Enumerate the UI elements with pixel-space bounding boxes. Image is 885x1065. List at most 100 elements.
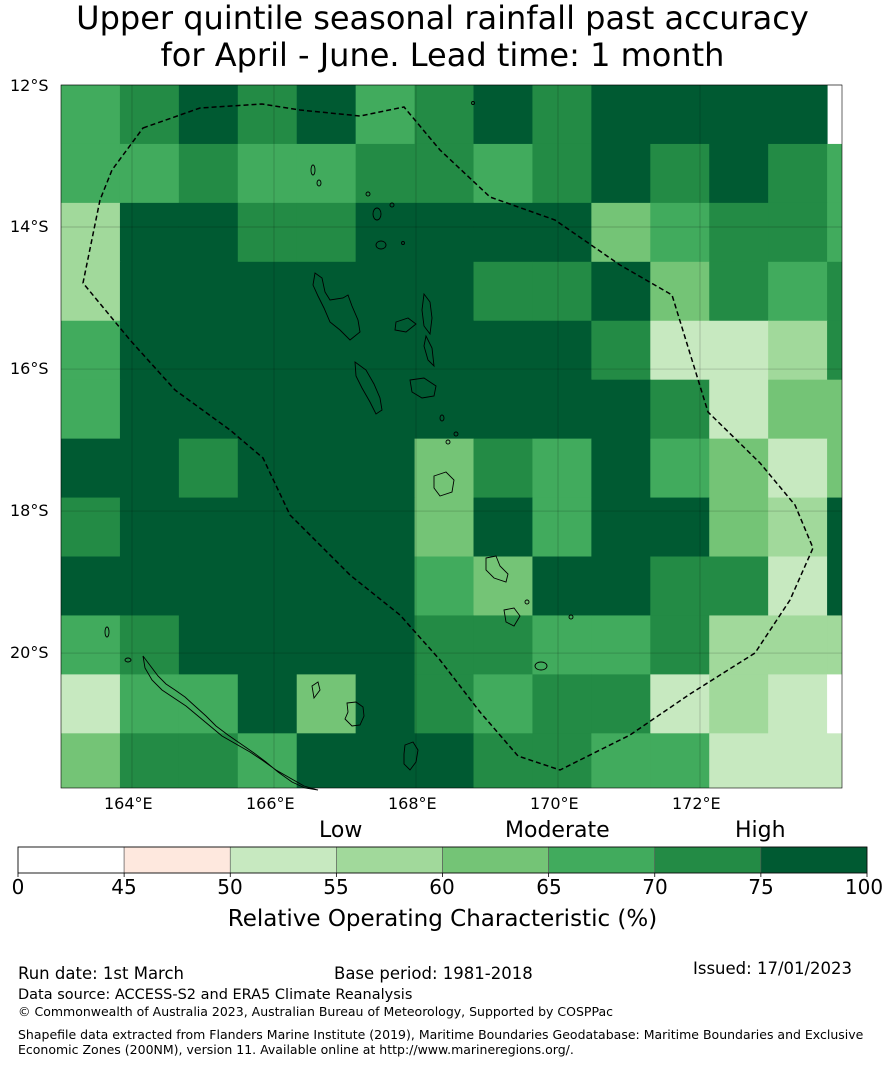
grid-cell (61, 615, 121, 675)
islet-9 (124, 657, 132, 663)
banks-island-2 (375, 240, 387, 250)
grid-cell (768, 556, 828, 616)
grid-cell (591, 556, 651, 616)
grid-cell (473, 320, 533, 381)
grid-cell (473, 615, 533, 675)
grid-cell (296, 379, 357, 440)
grid-cell (355, 674, 416, 734)
malekula-island (354, 361, 383, 415)
erromango-island (433, 471, 455, 497)
colorbar-title: Relative Operating Characteristic (%) (227, 906, 658, 932)
grid-cell (119, 202, 180, 263)
grid-cell (473, 438, 533, 499)
colorbar-tick-65: 65 (536, 875, 562, 899)
grid-cell (532, 615, 592, 675)
grid-cell (414, 733, 475, 788)
colorbar-tick-75: 75 (748, 875, 774, 899)
islet-5 (524, 599, 530, 605)
lat-label-14s: 14°S (10, 217, 49, 236)
grid-cell (709, 202, 769, 263)
grid-cell (178, 674, 239, 734)
chart-title: Upper quintile seasonal rainfall past ac… (0, 0, 885, 74)
title-line-1: Upper quintile seasonal rainfall past ac… (76, 0, 809, 37)
grid-cell (119, 379, 180, 440)
colorbar-segment (760, 846, 868, 874)
grid-cell (473, 556, 533, 616)
grid-cell (827, 379, 842, 440)
grid-cell (473, 379, 533, 440)
grid-cell (237, 379, 298, 440)
grid-cell (237, 202, 298, 263)
map-frame (60, 84, 843, 789)
grid-cell (61, 497, 121, 558)
lon-label-164e: 164°E (104, 794, 153, 813)
grid-cell (768, 674, 828, 734)
grid-cell (119, 674, 180, 734)
grid-cell (296, 85, 357, 145)
grid-cell (296, 438, 357, 499)
grid-cell (61, 733, 121, 788)
grid-cell (827, 733, 842, 788)
grid-cell (591, 733, 651, 788)
grid-cell (414, 85, 475, 145)
islet-6 (568, 614, 574, 620)
islet-2 (439, 414, 445, 422)
grid-cell (414, 674, 475, 734)
base-period: Base period: 1981-2018 (334, 964, 533, 983)
grid-cell (591, 615, 651, 675)
grid-cell (650, 143, 710, 204)
grid-cell (591, 143, 651, 204)
grid-cell (178, 497, 239, 558)
grid-cell (709, 85, 769, 145)
loyalty-island-3 (311, 681, 321, 700)
grid-cell (414, 320, 475, 381)
grid-cell (709, 674, 769, 734)
grid-cell (296, 143, 357, 204)
grid-cell (414, 497, 475, 558)
colorbar-segment (548, 846, 656, 874)
grid-cell (237, 497, 298, 558)
grid-cell (768, 143, 828, 204)
grid-cell (178, 320, 239, 381)
grid-cell (827, 261, 842, 322)
grid-cell (119, 261, 180, 322)
grid-cell (119, 438, 180, 499)
grid-cell (532, 556, 592, 616)
grid-cell (768, 379, 828, 440)
islet-7 (471, 101, 475, 105)
grid-cell (768, 497, 828, 558)
grid-cell (768, 438, 828, 499)
grid-cell (827, 556, 842, 616)
lat-label-16s: 16°S (10, 359, 49, 378)
grid-cell (414, 438, 475, 499)
grid-cell (237, 320, 298, 381)
grid-cell (650, 497, 710, 558)
grid-cell (650, 85, 710, 145)
grid-cell (355, 379, 416, 440)
grid-cell (119, 556, 180, 616)
colorbar (17, 846, 868, 877)
islet-8 (104, 626, 110, 638)
grid-cell (296, 202, 357, 263)
run-date: Run date: 1st March (18, 964, 184, 983)
grid-cell (591, 674, 651, 734)
category-low-label: Low (319, 818, 363, 843)
grid-cell (355, 143, 416, 204)
grid-cell (355, 497, 416, 558)
grid-cell (591, 261, 651, 322)
colorbar-tick-60: 60 (429, 875, 455, 899)
grid-cell (650, 674, 710, 734)
colorbar-segment (654, 846, 762, 874)
grid-cell (591, 202, 651, 263)
santo-island (312, 272, 361, 341)
grid-cell (709, 143, 769, 204)
lon-label-166e: 166°E (246, 794, 295, 813)
islet-4 (453, 431, 459, 437)
lon-label-172e: 172°E (672, 794, 721, 813)
grid-cell (296, 497, 357, 558)
grid-cell (709, 320, 769, 381)
grid-cell (296, 556, 357, 616)
grid-cell (237, 556, 298, 616)
category-moderate-label: Moderate (505, 818, 610, 843)
grid-cell (414, 556, 475, 616)
